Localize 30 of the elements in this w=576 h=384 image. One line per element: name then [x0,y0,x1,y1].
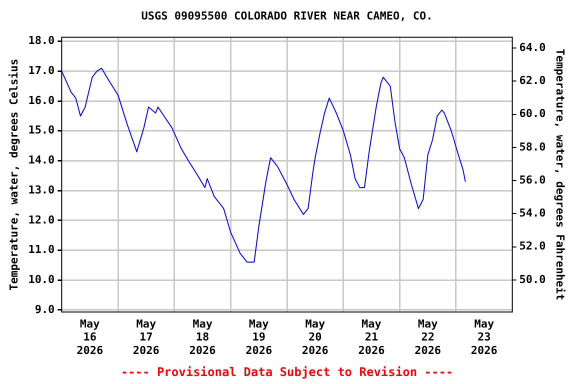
text: ---- Provisional Data Subject to Revision ---- [120,364,454,379]
x-tick-label: May 19 2026 [246,317,272,357]
y2-tick-label: 58.0 [519,140,546,154]
y-tick-label: 9.0 [34,302,55,316]
y2-tick-label: 54.0 [519,206,546,220]
x-tick-label: May 20 2026 [302,317,329,357]
x-tick-label: May 16 2026 [76,317,104,357]
y2-axis-title: Temperature, water, degrees Fahrenheit [554,48,567,300]
y-tick-label: 12.0 [28,213,55,226]
x-tick-label: May 18 2026 [189,317,216,357]
x-tick-label: May 22 2026 [414,317,442,357]
y2-tick-label: 64.0 [519,40,546,54]
y-tick-label: 15.0 [28,124,55,137]
y2-tick-label: 50.0 [519,272,546,286]
x-tick-label: May 23 2026 [470,317,498,357]
y-tick-label: 17.0 [28,64,55,78]
y-tick-label: 18.0 [28,34,55,48]
y2-tick-label: 62.0 [519,74,546,87]
y-tick-label: 11.0 [28,243,55,256]
x-tick-label: May 17 2026 [132,317,160,357]
y2-tick-label: 60.0 [519,107,546,120]
y-axis-title: Temperature, water, degrees Celsius [7,58,20,290]
y-tick-label: 10.0 [28,272,55,286]
y-tick-label: 16.0 [28,94,55,107]
y2-tick-label: 52.0 [519,240,546,253]
chart-title: USGS 09095500 COLORADO RIVER NEAR CAMEO, CO. [141,9,433,22]
y-tick-label: 13.0 [28,183,55,196]
x-tick-label: May 21 2026 [358,317,386,357]
y-tick-label: 14.0 [28,154,55,167]
y2-tick-label: 56.0 [519,173,546,186]
